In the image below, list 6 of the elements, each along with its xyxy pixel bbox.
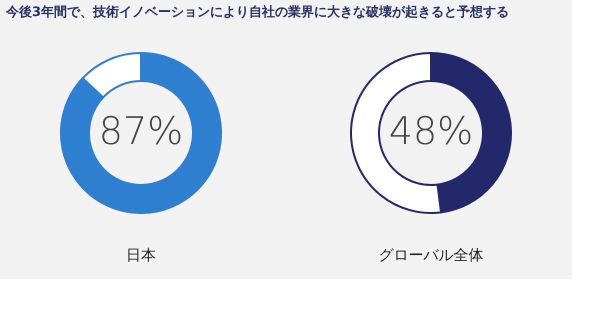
text: 48% [388, 109, 474, 153]
text: 日本 [126, 246, 156, 264]
text: 今後3年間で、技術イノベーションにより自社の業界に大きな破壊が起きると予想する [5, 4, 510, 20]
text: グローバル全体 [378, 246, 484, 264]
text: 87% [98, 109, 184, 153]
donut-slice [60, 52, 222, 214]
